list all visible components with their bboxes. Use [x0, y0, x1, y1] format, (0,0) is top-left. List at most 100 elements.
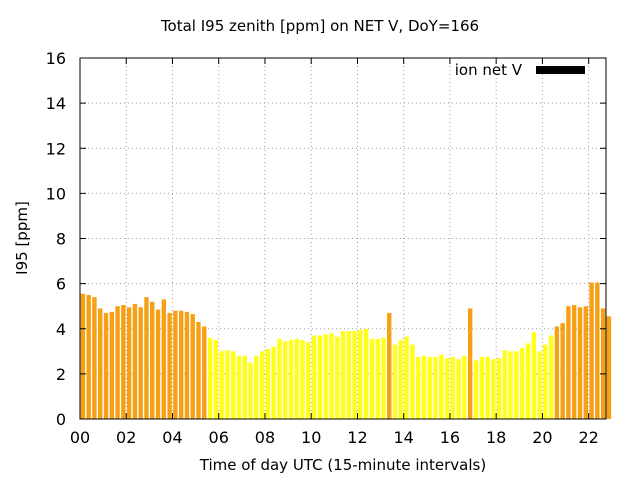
bar: [173, 310, 178, 419]
bar: [236, 355, 242, 419]
bar: [600, 308, 606, 419]
bar: [450, 356, 456, 419]
bar: [150, 301, 155, 419]
bar: [554, 326, 560, 419]
bar: [207, 337, 213, 419]
bar: [271, 346, 276, 419]
bar: [473, 360, 479, 419]
bar: [595, 282, 600, 419]
bar: [190, 314, 195, 419]
y-axis-label: I95 [ppm]: [13, 201, 31, 275]
bar: [335, 336, 340, 419]
bar: [433, 356, 438, 419]
bar: [589, 282, 594, 419]
bar: [340, 331, 346, 419]
bar: [485, 356, 490, 419]
bar: [225, 350, 230, 419]
bar: [300, 340, 305, 419]
bar: [132, 303, 138, 419]
bar: [369, 338, 375, 419]
bar: [427, 356, 432, 419]
bar: [167, 312, 172, 419]
x-tick-label: 06: [209, 428, 229, 447]
bar: [502, 350, 508, 419]
y-tick-label: 14: [46, 94, 66, 113]
x-tick-label: 18: [486, 428, 506, 447]
bar: [387, 312, 392, 419]
x-tick-label: 20: [532, 428, 552, 447]
bar: [155, 309, 161, 419]
bar: [184, 311, 190, 419]
x-tick-label: 08: [255, 428, 275, 447]
bar: [283, 341, 288, 419]
bar: [242, 355, 247, 419]
bar: [196, 321, 201, 419]
bar: [398, 340, 403, 419]
bar: [254, 355, 259, 419]
y-tick-label: 0: [56, 410, 66, 429]
bar: [80, 293, 86, 419]
bar: [537, 351, 542, 419]
bar: [467, 308, 473, 419]
bar: [202, 326, 207, 419]
bar: [346, 331, 351, 419]
bar: [583, 306, 588, 419]
bar: [381, 337, 386, 419]
bar: [317, 335, 323, 419]
bar: [519, 347, 525, 419]
bar: [479, 356, 484, 419]
bar: [219, 351, 224, 419]
bar: [404, 336, 409, 419]
x-tick-label: 12: [347, 428, 367, 447]
bar: [115, 306, 120, 419]
bar: [566, 306, 571, 419]
bar: [548, 335, 554, 419]
bar: [421, 355, 427, 419]
bar: [230, 351, 236, 419]
bar: [456, 359, 461, 419]
bar: [103, 312, 109, 419]
bar: [543, 344, 548, 419]
bar: [392, 344, 398, 419]
x-tick-label: 22: [578, 428, 598, 447]
bar: [410, 344, 415, 419]
bar: [86, 294, 91, 419]
bar: [606, 316, 612, 419]
bar: [323, 334, 328, 419]
x-tick-label: 10: [301, 428, 321, 447]
bar: [572, 305, 577, 419]
bar: [259, 351, 265, 419]
x-tick-label: 04: [162, 428, 182, 447]
bar: [329, 333, 334, 419]
y-tick-label: 10: [46, 184, 66, 203]
bar: [98, 308, 103, 419]
bar: [92, 297, 97, 419]
y-tick-label: 12: [46, 139, 66, 158]
y-tick-label: 4: [56, 320, 66, 339]
legend-swatch: [536, 66, 585, 74]
bar: [352, 331, 357, 419]
bar: [109, 311, 114, 419]
bar: [161, 299, 167, 419]
bar: [306, 342, 311, 419]
x-tick-label: 16: [440, 428, 460, 447]
bar: [439, 354, 444, 419]
bar: [294, 338, 299, 419]
x-tick-label: 00: [70, 428, 90, 447]
x-tick-label: 02: [116, 428, 136, 447]
bar: [444, 358, 450, 419]
bar: [462, 355, 467, 419]
bar: [121, 305, 126, 419]
bar: [508, 351, 513, 419]
bar: [375, 338, 380, 419]
bar: [144, 297, 149, 419]
y-tick-label: 8: [56, 230, 66, 249]
y-tick-label: 2: [56, 365, 66, 384]
bar: [126, 307, 132, 419]
bar: [496, 358, 502, 419]
y-tick-label: 6: [56, 275, 66, 294]
bar: [277, 338, 282, 419]
bar: [363, 328, 369, 419]
